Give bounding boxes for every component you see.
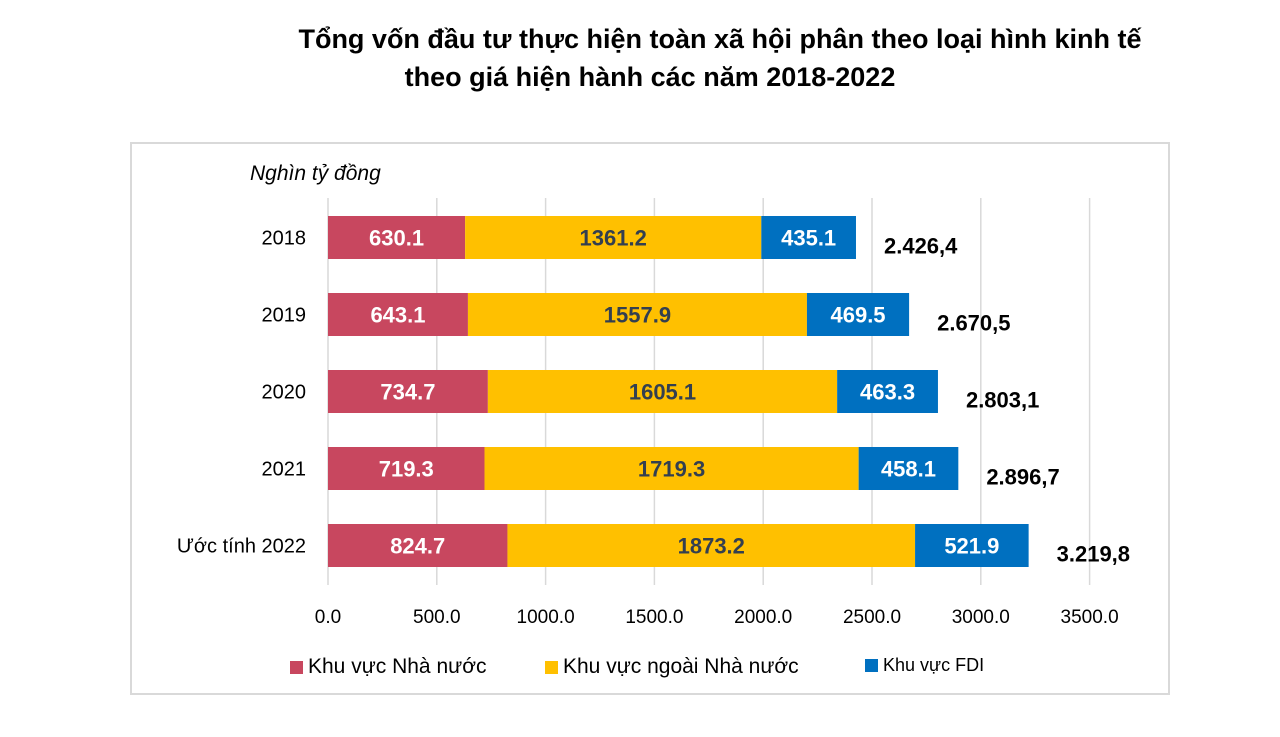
- x-tick-label: 1500.0: [625, 607, 683, 628]
- x-tick-label: 3500.0: [1061, 607, 1119, 628]
- total-label: 2.896,7: [986, 465, 1059, 490]
- x-tick-label: 2500.0: [843, 607, 901, 628]
- bar-segment: [467, 293, 807, 336]
- data-label: 719.3: [379, 457, 434, 482]
- legend-swatch: [545, 660, 558, 674]
- y-category-label: Ước tính 2022: [177, 536, 306, 558]
- legend-swatch: [865, 659, 878, 672]
- bar-segment: [507, 524, 916, 567]
- total-label: 2.426,4: [884, 234, 958, 259]
- bar-segment: [328, 293, 468, 336]
- bar-segment: [837, 370, 938, 413]
- chart-title-line2: theo giá hiện hành các năm 2018-2022: [404, 62, 896, 92]
- legend-swatch: [290, 660, 303, 674]
- data-label: 824.7: [390, 534, 445, 559]
- x-tick-label: 0.0: [315, 607, 341, 628]
- data-label: 1361.2: [580, 226, 647, 251]
- data-label: 643.1: [370, 303, 425, 328]
- total-label: 3.219,8: [1057, 542, 1130, 567]
- y-category-label: 2021: [262, 459, 307, 481]
- bar-segment: [806, 293, 910, 336]
- bar-segment: [328, 524, 508, 567]
- bar-segment: [328, 370, 488, 413]
- x-tick-label: 500.0: [413, 607, 461, 628]
- data-label: 1605.1: [629, 380, 696, 405]
- data-label: 630.1: [369, 226, 424, 251]
- bar-segment: [761, 216, 856, 259]
- chart-title-line1: Tổng vốn đầu tư thực hiện toàn xã hội ph…: [298, 24, 1142, 54]
- data-label: 469.5: [830, 303, 885, 328]
- bar-segment: [484, 447, 859, 490]
- legend-item: Khu vực Nhà nước: [290, 655, 486, 679]
- bar-segment: [328, 216, 466, 259]
- legend-item: Khu vực FDI: [865, 655, 984, 676]
- y-category-label: 2019: [262, 305, 307, 327]
- x-tick-label: 2000.0: [734, 607, 792, 628]
- legend-item: Khu vực ngoài Nhà nước: [545, 655, 799, 679]
- data-label: 463.3: [860, 380, 915, 405]
- legend-label: Khu vực Nhà nước: [308, 655, 487, 678]
- unit-label: Nghìn tỷ đồng: [250, 162, 381, 185]
- total-label: 2.670,5: [937, 311, 1010, 336]
- data-label: 1719.3: [638, 457, 705, 482]
- bar-segment: [915, 524, 1029, 567]
- legend-label: Khu vực ngoài Nhà nước: [563, 655, 799, 678]
- total-label: 2.803,1: [966, 388, 1039, 413]
- bar-segment: [858, 447, 959, 490]
- bar-segment: [487, 370, 838, 413]
- x-tick-label: 1000.0: [517, 607, 575, 628]
- data-label: 1873.2: [678, 534, 745, 559]
- y-category-label: 2020: [262, 382, 307, 404]
- bar-segment: [465, 216, 762, 259]
- y-category-label: 2018: [262, 228, 307, 250]
- data-label: 734.7: [380, 380, 435, 405]
- data-label: 1557.9: [604, 303, 671, 328]
- data-label: 435.1: [781, 226, 836, 251]
- chart-frame: [130, 142, 1170, 695]
- data-label: 458.1: [881, 457, 936, 482]
- bar-segment: [328, 447, 485, 490]
- data-label: 521.9: [944, 534, 999, 559]
- legend-label: Khu vực FDI: [883, 655, 985, 675]
- x-tick-label: 3000.0: [952, 607, 1010, 628]
